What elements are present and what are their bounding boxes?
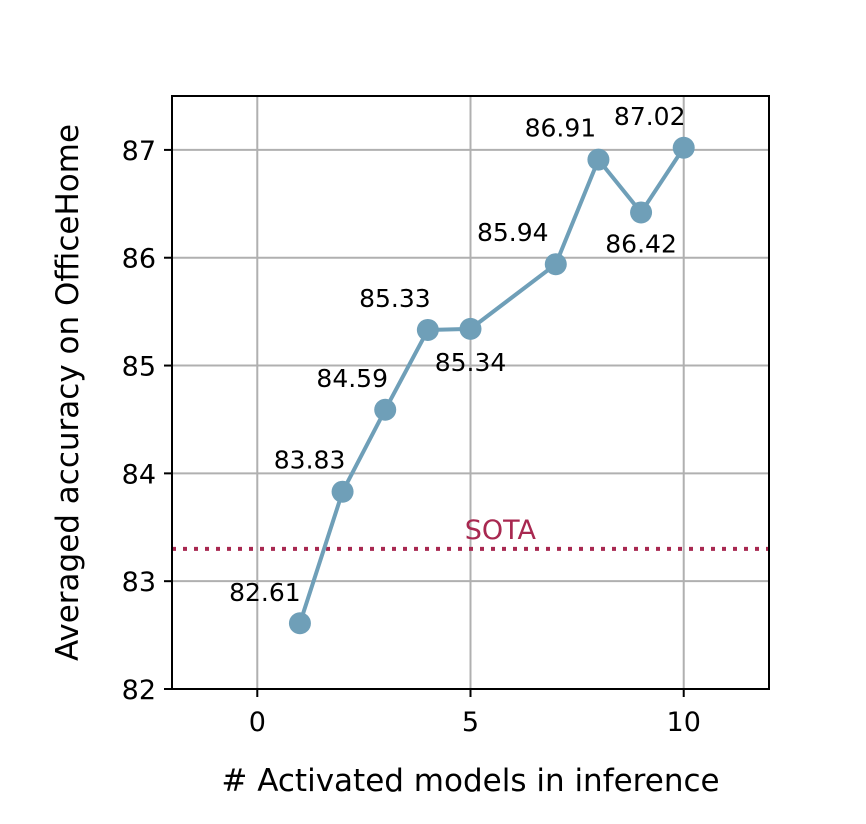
data-point [331,480,354,503]
data-point [672,136,695,159]
x-tick-label: 10 [667,707,701,738]
data-point [630,201,653,224]
data-label: 82.61 [229,578,301,607]
y-tick-label: 86 [122,244,156,275]
y-tick-label: 85 [122,352,156,383]
x-axis-label: # Activated models in inference [221,763,719,799]
data-label: 85.34 [435,348,507,377]
data-point [288,612,311,635]
y-tick-label: 82 [122,675,156,706]
data-point [587,148,610,171]
data-point [416,318,439,341]
data-label: 84.59 [316,364,388,393]
y-tick-label: 84 [122,459,156,490]
x-tick-label: 0 [249,707,266,738]
data-label: 86.42 [605,229,677,258]
series-group: 82.61 83.83 84.59 85.33 85.34 85.94 86.91 86.42… [229,102,695,635]
reference-line-group: SOTA [172,515,769,551]
data-point [374,398,397,421]
data-label: 87.02 [614,102,686,131]
data-label: 85.33 [359,284,431,313]
y-tick-label: 83 [122,567,156,598]
data-label: 85.94 [477,218,549,247]
x-tick-label: 5 [462,707,479,738]
sota-label: SOTA [465,515,537,546]
data-point [459,317,482,340]
data-label: 86.91 [525,114,597,143]
data-point [544,253,567,276]
data-label: 83.83 [274,446,346,475]
y-axis-label: Averaged accuracy on OfficeHome [50,124,86,661]
ticks: 0 5 10 82 83 84 85 86 87 [122,136,701,738]
y-tick-label: 87 [122,136,156,167]
